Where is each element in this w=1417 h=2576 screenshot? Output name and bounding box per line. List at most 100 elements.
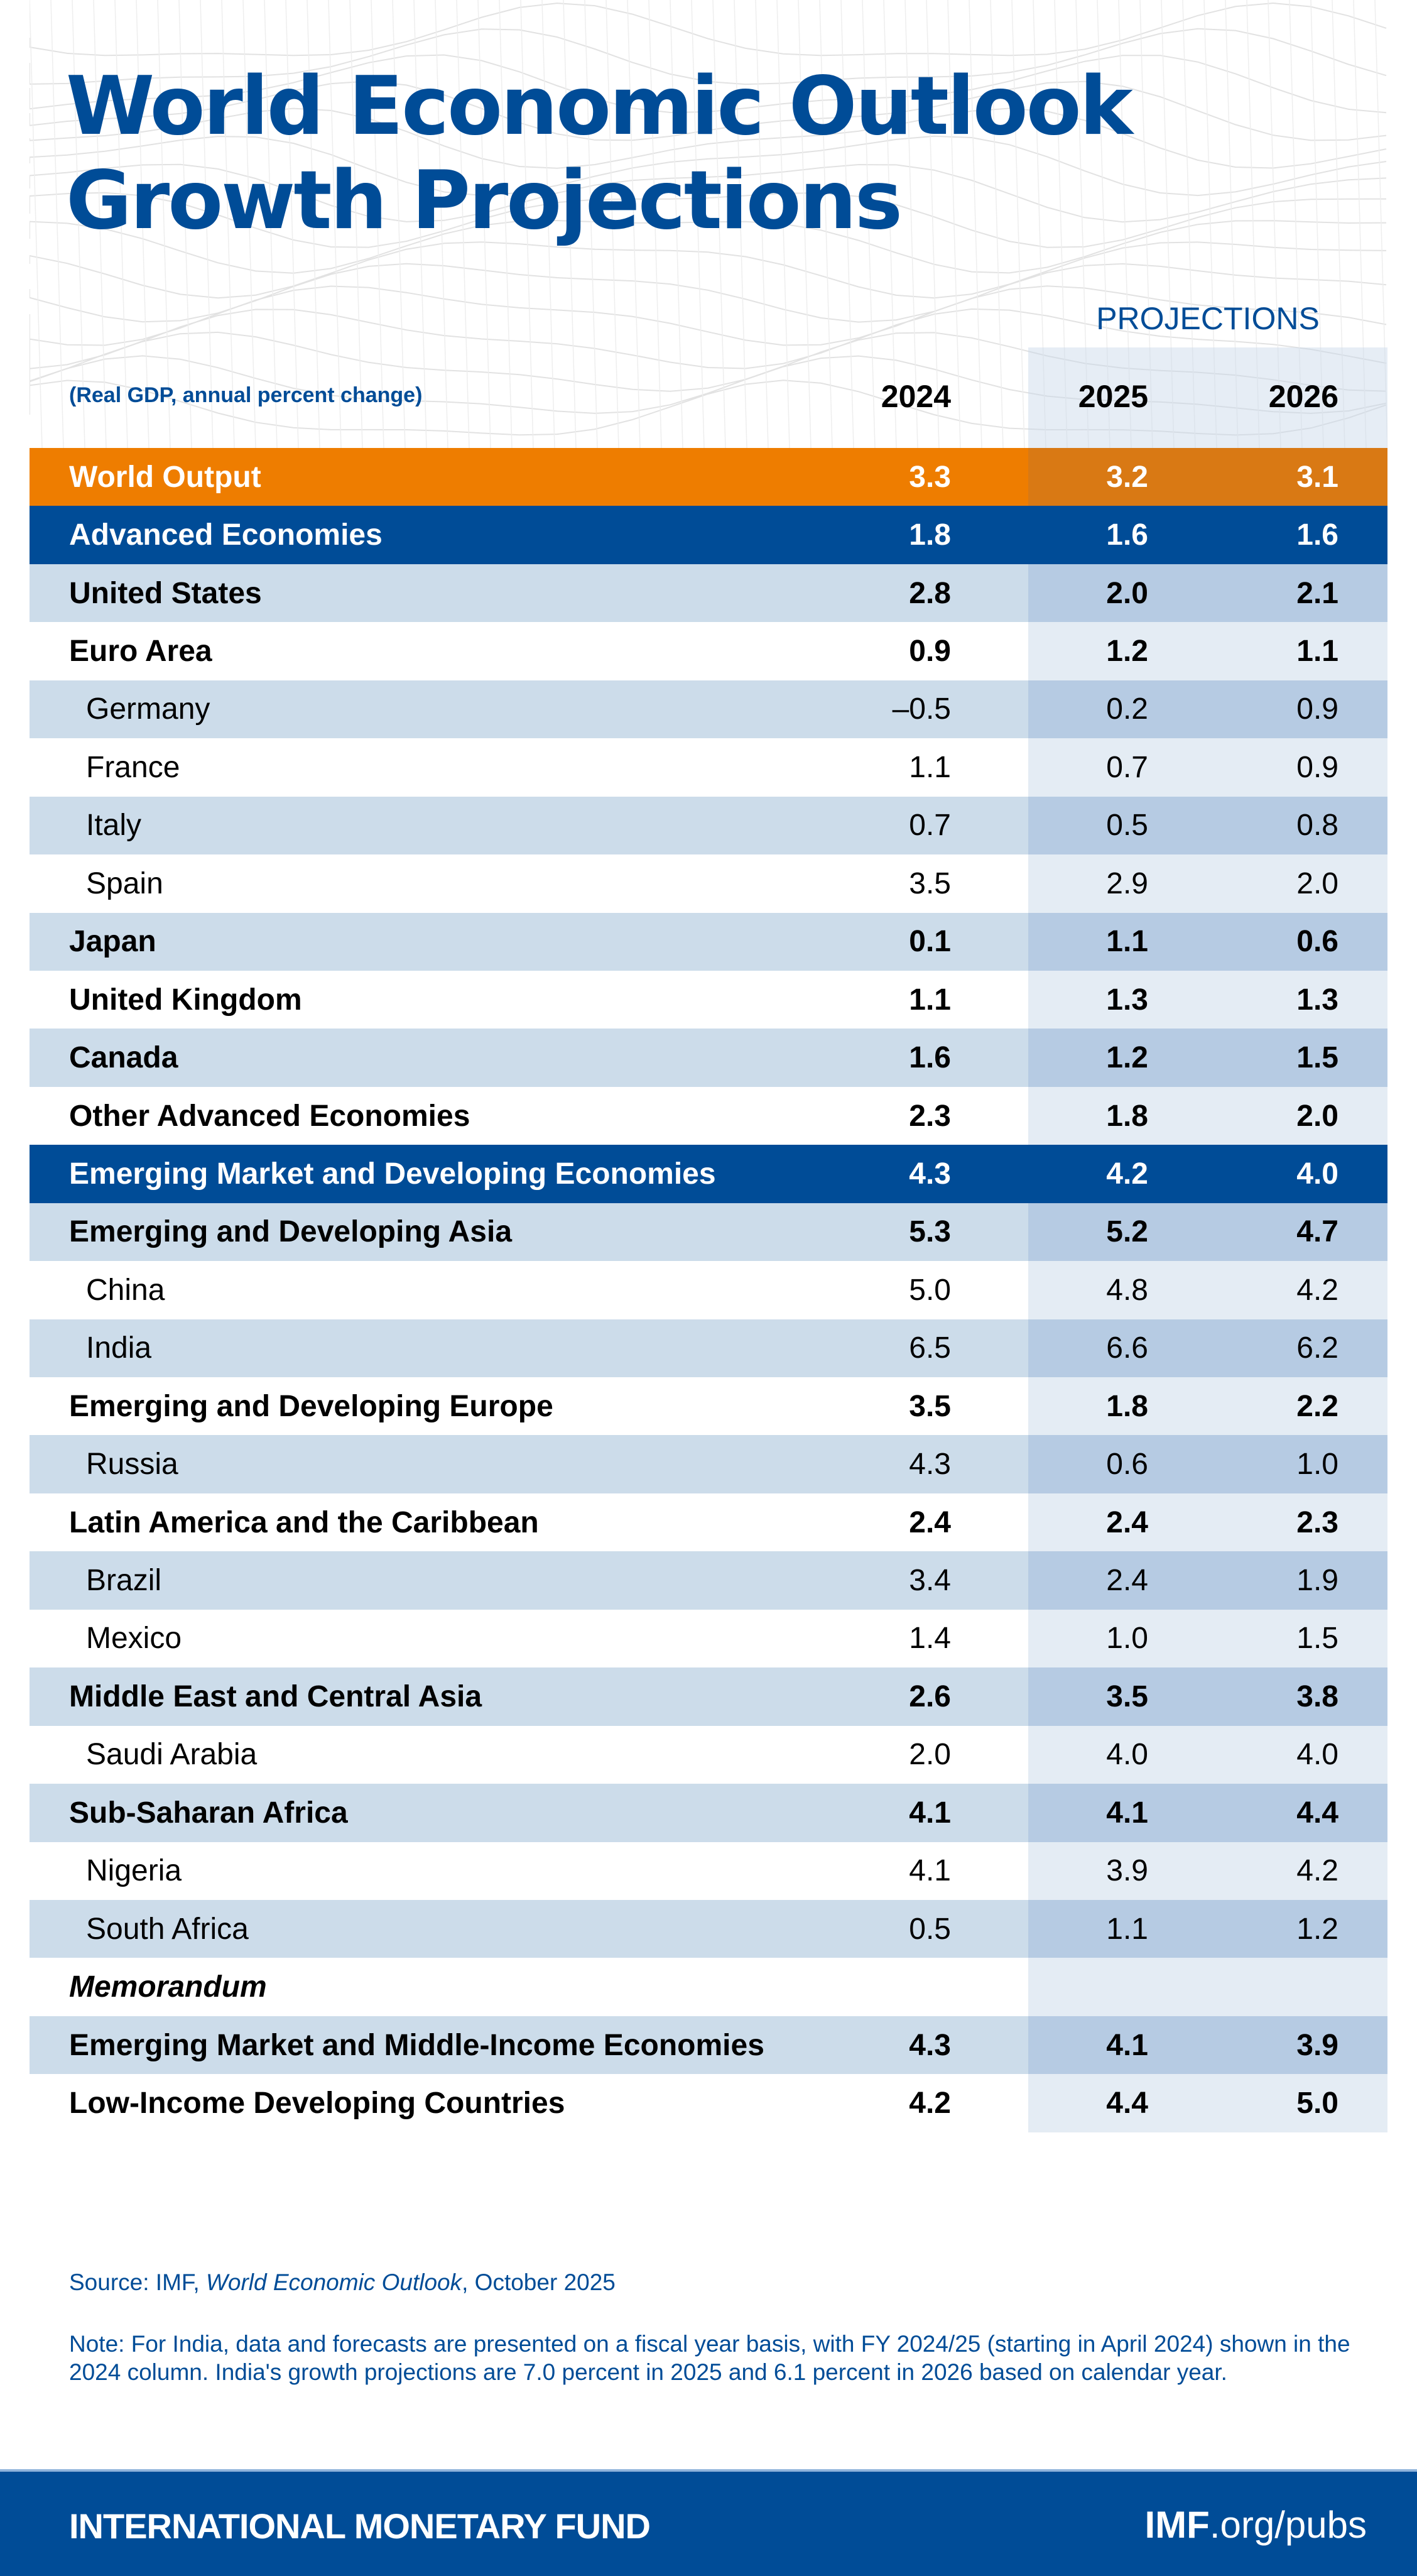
row-label: Latin America and the Caribbean — [69, 1505, 539, 1539]
footer-link-bold: IMF — [1144, 2504, 1210, 2546]
mesh-line — [1118, 0, 1132, 448]
mesh-line — [30, 355, 1387, 414]
source-suffix: , October 2025 — [462, 2269, 616, 2295]
mesh-line — [30, 308, 1387, 369]
row-label: China — [86, 1273, 165, 1307]
value-2026: 4.2 — [1296, 1273, 1338, 1307]
row-label: Other Advanced Economies — [69, 1099, 470, 1133]
value-2024: 3.3 — [909, 460, 951, 494]
value-2024: 5.3 — [909, 1215, 951, 1249]
projections-label: PROJECTIONS — [1096, 301, 1320, 336]
projection-cell-shade — [1028, 854, 1387, 913]
value-2025: 1.0 — [1106, 1622, 1148, 1656]
mesh-line — [307, 0, 320, 448]
mesh-line — [30, 163, 1387, 223]
table-row: Middle East and Central Asia 2.6 3.5 3.8 — [30, 1667, 1387, 1726]
projection-cell-shade — [1028, 1899, 1387, 1958]
mesh-line — [178, 0, 192, 448]
value-2025: 3.5 — [1106, 1679, 1148, 1713]
projection-cell-shade — [1028, 1958, 1387, 2016]
value-2026: 1.9 — [1296, 1564, 1338, 1598]
mesh-line — [1225, 0, 1239, 448]
footer-link-rest: .org/pubs — [1209, 2504, 1367, 2546]
source-prefix: Source: IMF, — [69, 2269, 206, 2295]
mesh-line — [200, 0, 214, 448]
row-label: Emerging and Developing Europe — [69, 1389, 553, 1423]
projection-cell-shade — [1028, 796, 1387, 855]
projection-cell-shade — [1028, 912, 1387, 971]
row-label: Japan — [69, 925, 156, 959]
row-label: Memorandum — [69, 1970, 267, 2004]
value-2025: 1.2 — [1106, 635, 1148, 669]
growth-table: World Output 3.3 3.2 3.1 Advanced Economies 1… — [30, 448, 1387, 2132]
source-publication: World Economic Outlook — [205, 2269, 462, 2295]
projection-cell-shade — [1028, 1784, 1387, 1842]
table-row: Emerging Market and Middle-Income Econom… — [30, 2016, 1387, 2075]
value-2026: 4.4 — [1296, 1796, 1338, 1830]
table-row: Saudi Arabia 2.0 4.0 4.0 — [30, 1725, 1387, 1784]
mesh-line — [30, 241, 1387, 299]
mesh-line — [1203, 0, 1217, 448]
value-2026: 1.5 — [1296, 1041, 1338, 1075]
value-2024: 4.3 — [909, 1157, 951, 1191]
value-2026: 6.2 — [1296, 1331, 1338, 1365]
mesh-line — [456, 0, 470, 448]
value-2024: –0.5 — [892, 692, 951, 726]
table-row: Spain 3.5 2.9 2.0 — [30, 854, 1387, 913]
value-2024: 2.0 — [909, 1738, 951, 1772]
table-row: France 1.1 0.7 0.9 — [30, 738, 1387, 797]
projection-cell-shade — [1028, 1725, 1387, 1784]
value-2024: 1.4 — [909, 1622, 951, 1656]
row-label: Spain — [86, 866, 163, 900]
value-2025: 2.4 — [1106, 1505, 1148, 1539]
value-2026: 3.8 — [1296, 1679, 1338, 1713]
mesh-line — [221, 0, 235, 448]
mesh-line — [30, 2, 1387, 57]
mesh-line — [1246, 0, 1260, 448]
value-2024: 4.3 — [909, 2028, 951, 2062]
value-2025: 0.5 — [1106, 809, 1148, 843]
page-title: World Economic Outlook Growth Projection… — [66, 60, 1133, 248]
projection-cell-shade — [1028, 738, 1387, 797]
projection-cell-shade — [1028, 1261, 1387, 1319]
footer-link[interactable]: IMF.org/pubs — [1145, 2503, 1367, 2546]
mesh-line — [605, 0, 619, 448]
value-2026: 4.0 — [1296, 1738, 1338, 1772]
mesh-line — [563, 0, 577, 448]
value-2024: 2.8 — [909, 576, 951, 610]
row-label: Emerging Market and Middle-Income Econom… — [69, 2028, 764, 2062]
value-2024: 2.4 — [909, 1505, 951, 1539]
mesh-line — [1310, 0, 1324, 448]
mesh-line — [947, 0, 961, 448]
value-2025: 2.4 — [1106, 1564, 1148, 1598]
value-2025: 4.4 — [1106, 2086, 1148, 2120]
mesh-line — [30, 0, 43, 448]
row-label: Sub-Saharan Africa — [69, 1796, 348, 1830]
value-2025: 6.6 — [1106, 1331, 1148, 1365]
projection-cell-shade — [1028, 1609, 1387, 1668]
value-2026: 4.2 — [1296, 1854, 1338, 1888]
row-label: Mexico — [86, 1622, 182, 1656]
value-2025: 5.2 — [1106, 1215, 1148, 1249]
value-2025: 2.9 — [1106, 866, 1148, 900]
projection-cell-shade — [1028, 1842, 1387, 1900]
mesh-line — [691, 0, 705, 448]
value-2024: 3.5 — [909, 1389, 951, 1423]
value-2026: 1.1 — [1296, 635, 1338, 669]
row-label: India — [86, 1331, 152, 1365]
projections-column-shade — [1028, 347, 1387, 448]
mesh-line — [264, 0, 278, 448]
mesh-line — [30, 331, 1387, 392]
value-2024: 4.1 — [909, 1796, 951, 1830]
row-label: Saudi Arabia — [86, 1738, 258, 1772]
table-row: United Kingdom 1.1 1.3 1.3 — [30, 970, 1387, 1029]
projection-cell-shade — [1028, 564, 1387, 623]
mesh-line — [1332, 0, 1345, 448]
projection-cell-shade — [1028, 2016, 1387, 2075]
projection-cell-shade — [1028, 1551, 1387, 1610]
mesh-line — [136, 0, 149, 448]
mesh-line — [93, 0, 107, 448]
mesh-line — [392, 0, 406, 448]
row-label: South Africa — [86, 1912, 249, 1946]
value-2026: 0.9 — [1296, 750, 1338, 784]
